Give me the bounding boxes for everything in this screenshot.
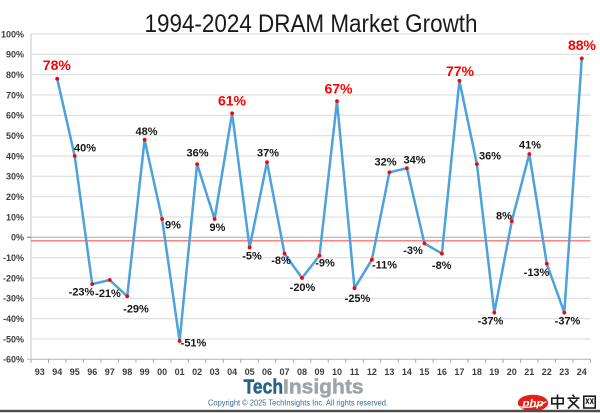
svg-text:70%: 70% xyxy=(6,90,24,100)
svg-text:96: 96 xyxy=(87,367,97,377)
svg-text:97: 97 xyxy=(105,367,115,377)
svg-text:10: 10 xyxy=(332,367,342,377)
svg-text:php: php xyxy=(521,399,543,410)
svg-text:50%: 50% xyxy=(6,131,24,141)
svg-text:04: 04 xyxy=(227,367,237,377)
svg-text:1994-2024 DRAM Market Growth: 1994-2024 DRAM Market Growth xyxy=(145,10,478,38)
svg-text:36%: 36% xyxy=(479,151,501,163)
svg-text:21: 21 xyxy=(524,367,534,377)
svg-text:07: 07 xyxy=(279,367,289,377)
svg-text:16: 16 xyxy=(437,367,447,377)
svg-text:15: 15 xyxy=(419,367,429,377)
svg-text:-3%: -3% xyxy=(403,245,423,257)
svg-text:Tech: Tech xyxy=(244,376,284,398)
svg-text:24: 24 xyxy=(577,367,587,377)
svg-text:-10%: -10% xyxy=(3,253,24,263)
svg-text:88%: 88% xyxy=(568,37,597,53)
svg-text:67%: 67% xyxy=(324,81,353,97)
svg-text:95: 95 xyxy=(70,367,80,377)
svg-text:77%: 77% xyxy=(446,63,475,79)
svg-text:-9%: -9% xyxy=(315,258,335,270)
svg-text:90%: 90% xyxy=(6,50,24,60)
svg-text:-40%: -40% xyxy=(3,314,24,324)
svg-text:11: 11 xyxy=(350,367,360,377)
svg-text:9%: 9% xyxy=(210,222,226,234)
svg-text:Copyright © 2025 TechInsights: Copyright © 2025 TechInsights Inc. All r… xyxy=(208,398,388,408)
svg-text:-37%: -37% xyxy=(555,316,581,328)
svg-text:20%: 20% xyxy=(6,192,24,202)
svg-text:-51%: -51% xyxy=(181,337,207,349)
svg-text:99: 99 xyxy=(140,367,150,377)
svg-text:-13%: -13% xyxy=(524,267,550,279)
svg-text:-8%: -8% xyxy=(271,255,291,267)
svg-text:-11%: -11% xyxy=(372,259,397,271)
svg-text:-30%: -30% xyxy=(3,294,24,304)
svg-text:-50%: -50% xyxy=(3,334,24,344)
svg-text:10%: 10% xyxy=(6,212,24,222)
svg-text:18: 18 xyxy=(472,367,482,377)
svg-text:80%: 80% xyxy=(6,70,24,80)
svg-text:02: 02 xyxy=(192,367,202,377)
svg-text:Insights: Insights xyxy=(283,376,364,398)
svg-text:98: 98 xyxy=(122,367,132,377)
svg-text:19: 19 xyxy=(489,367,499,377)
svg-text:34%: 34% xyxy=(403,155,425,167)
svg-text:40%: 40% xyxy=(74,143,96,155)
svg-text:13: 13 xyxy=(384,367,394,377)
svg-text:41%: 41% xyxy=(519,140,541,152)
svg-text:-20%: -20% xyxy=(3,273,24,283)
svg-text:48%: 48% xyxy=(135,126,157,138)
svg-text:61%: 61% xyxy=(218,93,247,109)
svg-text:23: 23 xyxy=(559,367,569,377)
svg-text:9%: 9% xyxy=(165,220,181,232)
svg-text:-23%: -23% xyxy=(69,287,95,299)
svg-text:14: 14 xyxy=(402,367,412,377)
svg-text:-8%: -8% xyxy=(432,260,452,272)
svg-text:05: 05 xyxy=(245,367,255,377)
svg-text:20: 20 xyxy=(507,367,517,377)
svg-text:01: 01 xyxy=(175,367,185,377)
svg-text:-29%: -29% xyxy=(123,304,149,316)
svg-text:8%: 8% xyxy=(496,211,512,223)
svg-text:-5%: -5% xyxy=(242,251,262,263)
svg-text:-21%: -21% xyxy=(95,288,121,300)
svg-text:94: 94 xyxy=(52,367,62,377)
svg-text:08: 08 xyxy=(297,367,307,377)
svg-text:30%: 30% xyxy=(6,172,24,182)
svg-text:0%: 0% xyxy=(11,233,24,243)
svg-text:-25%: -25% xyxy=(345,293,371,305)
svg-text:78%: 78% xyxy=(43,57,72,73)
svg-text:12: 12 xyxy=(367,367,377,377)
svg-text:22: 22 xyxy=(542,367,552,377)
svg-text:100%: 100% xyxy=(1,29,24,39)
svg-text:37%: 37% xyxy=(257,148,279,160)
svg-text:-20%: -20% xyxy=(290,282,316,294)
svg-text:-37%: -37% xyxy=(478,316,504,328)
svg-text:03: 03 xyxy=(210,367,220,377)
svg-text:00: 00 xyxy=(157,367,167,377)
svg-text:60%: 60% xyxy=(6,111,24,121)
svg-text:36%: 36% xyxy=(186,148,208,160)
svg-text:-60%: -60% xyxy=(3,355,24,365)
svg-text:09: 09 xyxy=(314,367,324,377)
svg-text:32%: 32% xyxy=(374,157,396,169)
svg-text:93: 93 xyxy=(35,367,45,377)
svg-text:40%: 40% xyxy=(6,151,24,161)
svg-text:06: 06 xyxy=(262,367,272,377)
svg-text:17: 17 xyxy=(454,367,464,377)
